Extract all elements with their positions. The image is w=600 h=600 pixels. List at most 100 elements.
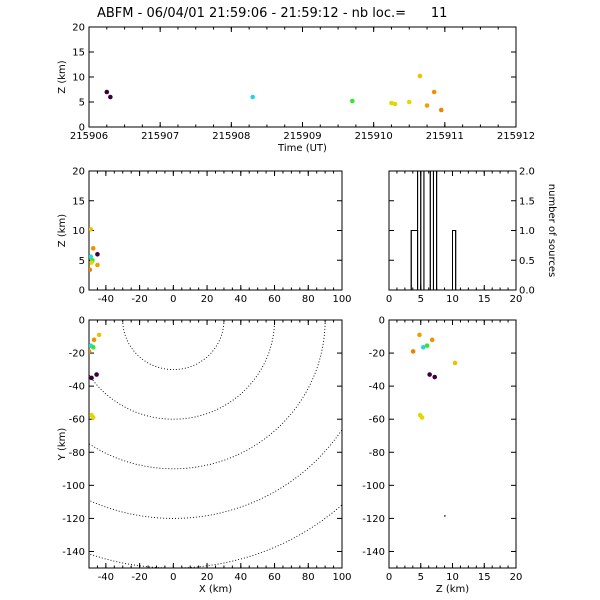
- y-tick-label: 20: [72, 23, 85, 34]
- histogram-bar: [432, 171, 438, 290]
- x-tick-label: 0: [170, 572, 176, 583]
- y-tick-label: 0: [79, 286, 85, 297]
- y-axis-title: Z (km): [57, 60, 68, 93]
- x-tick-label: 0: [386, 294, 392, 305]
- y-tick-label: -100: [362, 481, 385, 492]
- y-tick-label: -40: [69, 382, 85, 393]
- panel-x-y-map: -40 -20 0 20 40 60 80 100 0 -20 -40 -60 -80 -100 -120 -…: [57, 316, 352, 596]
- y-tick-label: 0.0: [519, 286, 535, 297]
- source-point: [90, 344, 96, 350]
- x-axis-title: Z (km): [436, 584, 469, 595]
- x-tick-label: -40: [98, 294, 114, 305]
- x-tick-label: 20: [201, 294, 214, 305]
- x-tick-label: 15: [478, 294, 491, 305]
- x-tick-label: -20: [131, 572, 147, 583]
- y-tick-label: 20: [72, 167, 85, 178]
- x-tick-label: 40: [234, 572, 247, 583]
- source-point: [90, 415, 96, 420]
- x-tick-label: 100: [332, 294, 351, 305]
- source-point: [89, 267, 93, 273]
- y-tick-label: 10: [72, 226, 85, 237]
- y-tick-label: -60: [369, 415, 385, 426]
- y-tick-label: -100: [62, 481, 85, 492]
- x-tick-label: -40: [98, 572, 114, 583]
- marks-layer: [89, 227, 100, 273]
- y-tick-label: 0: [79, 316, 85, 327]
- y-tick-label: -40: [369, 382, 385, 393]
- y-axis-title: Y (km): [57, 428, 68, 462]
- x-axis-title: Time (UT): [277, 143, 327, 154]
- y-tick-label: -80: [369, 448, 385, 459]
- x-tick-label: 100: [332, 572, 351, 583]
- y-tick-label: 1.0: [519, 226, 535, 237]
- source-point: [90, 246, 96, 251]
- x-tick-label: 215908: [212, 131, 250, 142]
- source-point: [95, 252, 100, 257]
- source-point: [410, 349, 416, 354]
- source-point: [389, 100, 394, 106]
- y-tick-label: -140: [362, 547, 385, 558]
- x-tick-label: -20: [131, 294, 147, 305]
- range-ring: [122, 320, 225, 371]
- panel-altitude-histogram: 0 5 10 15 200.0 0.5 1.0 1.5 2.0 number of sources: [386, 167, 557, 306]
- plot-frame: [88, 26, 517, 128]
- x-tick-label: 60: [268, 294, 281, 305]
- y-tick-label: -140: [62, 547, 85, 558]
- x-tick-label: 215911: [426, 131, 464, 142]
- panel-altitude-y: 0 5 10 15 20 0 -20 -40 -60 -80 -100 -120 -140 Z (km): [362, 316, 522, 596]
- x-tick-label: 80: [302, 294, 315, 305]
- marks-layer: [104, 73, 444, 113]
- y-tick-label: 1.5: [519, 196, 535, 207]
- y-axis-title: number of sources: [546, 184, 557, 277]
- source-point: [392, 101, 398, 107]
- source-point: [431, 89, 437, 95]
- x-tick-label: 10: [446, 572, 459, 583]
- source-point: [89, 227, 93, 232]
- source-point: [438, 107, 444, 113]
- plot-frame: [388, 319, 517, 569]
- source-point: [95, 262, 100, 268]
- source-point: [424, 343, 430, 348]
- source-point: [350, 98, 355, 104]
- y-tick-label: 2.0: [519, 167, 535, 178]
- figure-title: ABFM - 06/04/01 21:59:06 - 21:59:12 - nb…: [97, 6, 447, 21]
- source-point: [104, 89, 110, 95]
- source-point: [250, 94, 255, 100]
- y-tick-label: -120: [62, 514, 85, 525]
- source-point: [419, 415, 425, 420]
- source-point: [424, 103, 430, 108]
- histogram-bar: [410, 230, 419, 290]
- x-tick-label: 20: [201, 572, 214, 583]
- x-tick-label: 215907: [141, 131, 179, 142]
- x-tick-label: 5: [418, 294, 424, 305]
- source-point: [406, 99, 412, 105]
- source-point: [444, 515, 446, 517]
- y-tick-label: 0: [79, 123, 85, 134]
- y-tick-label: -80: [69, 448, 85, 459]
- source-point: [89, 254, 93, 259]
- x-tick-label: 5: [418, 572, 424, 583]
- source-point: [432, 374, 438, 380]
- source-point: [417, 73, 423, 79]
- source-point: [89, 375, 94, 381]
- source-point: [94, 372, 99, 377]
- source-point: [427, 372, 432, 377]
- y-tick-label: -20: [369, 349, 385, 360]
- panel-x-altitude: -40 -20 0 20 40 60 80 100 0 5 10 15 20 Z (km): [57, 167, 352, 306]
- x-axis-title: X (km): [199, 584, 232, 595]
- y-tick-label: 15: [72, 196, 85, 207]
- source-point: [420, 344, 426, 350]
- x-tick-label: 215909: [283, 131, 321, 142]
- x-tick-label: 20: [510, 572, 523, 583]
- source-point: [108, 94, 113, 100]
- source-point: [417, 332, 422, 338]
- x-tick-label: 10: [446, 294, 459, 305]
- y-tick-label: -60: [69, 415, 85, 426]
- source-point: [89, 260, 94, 265]
- y-tick-label: 5: [79, 256, 85, 267]
- x-tick-label: 80: [302, 572, 315, 583]
- marks-layer: [410, 332, 458, 517]
- x-tick-label: 0: [170, 294, 176, 305]
- x-tick-label: 20: [510, 294, 523, 305]
